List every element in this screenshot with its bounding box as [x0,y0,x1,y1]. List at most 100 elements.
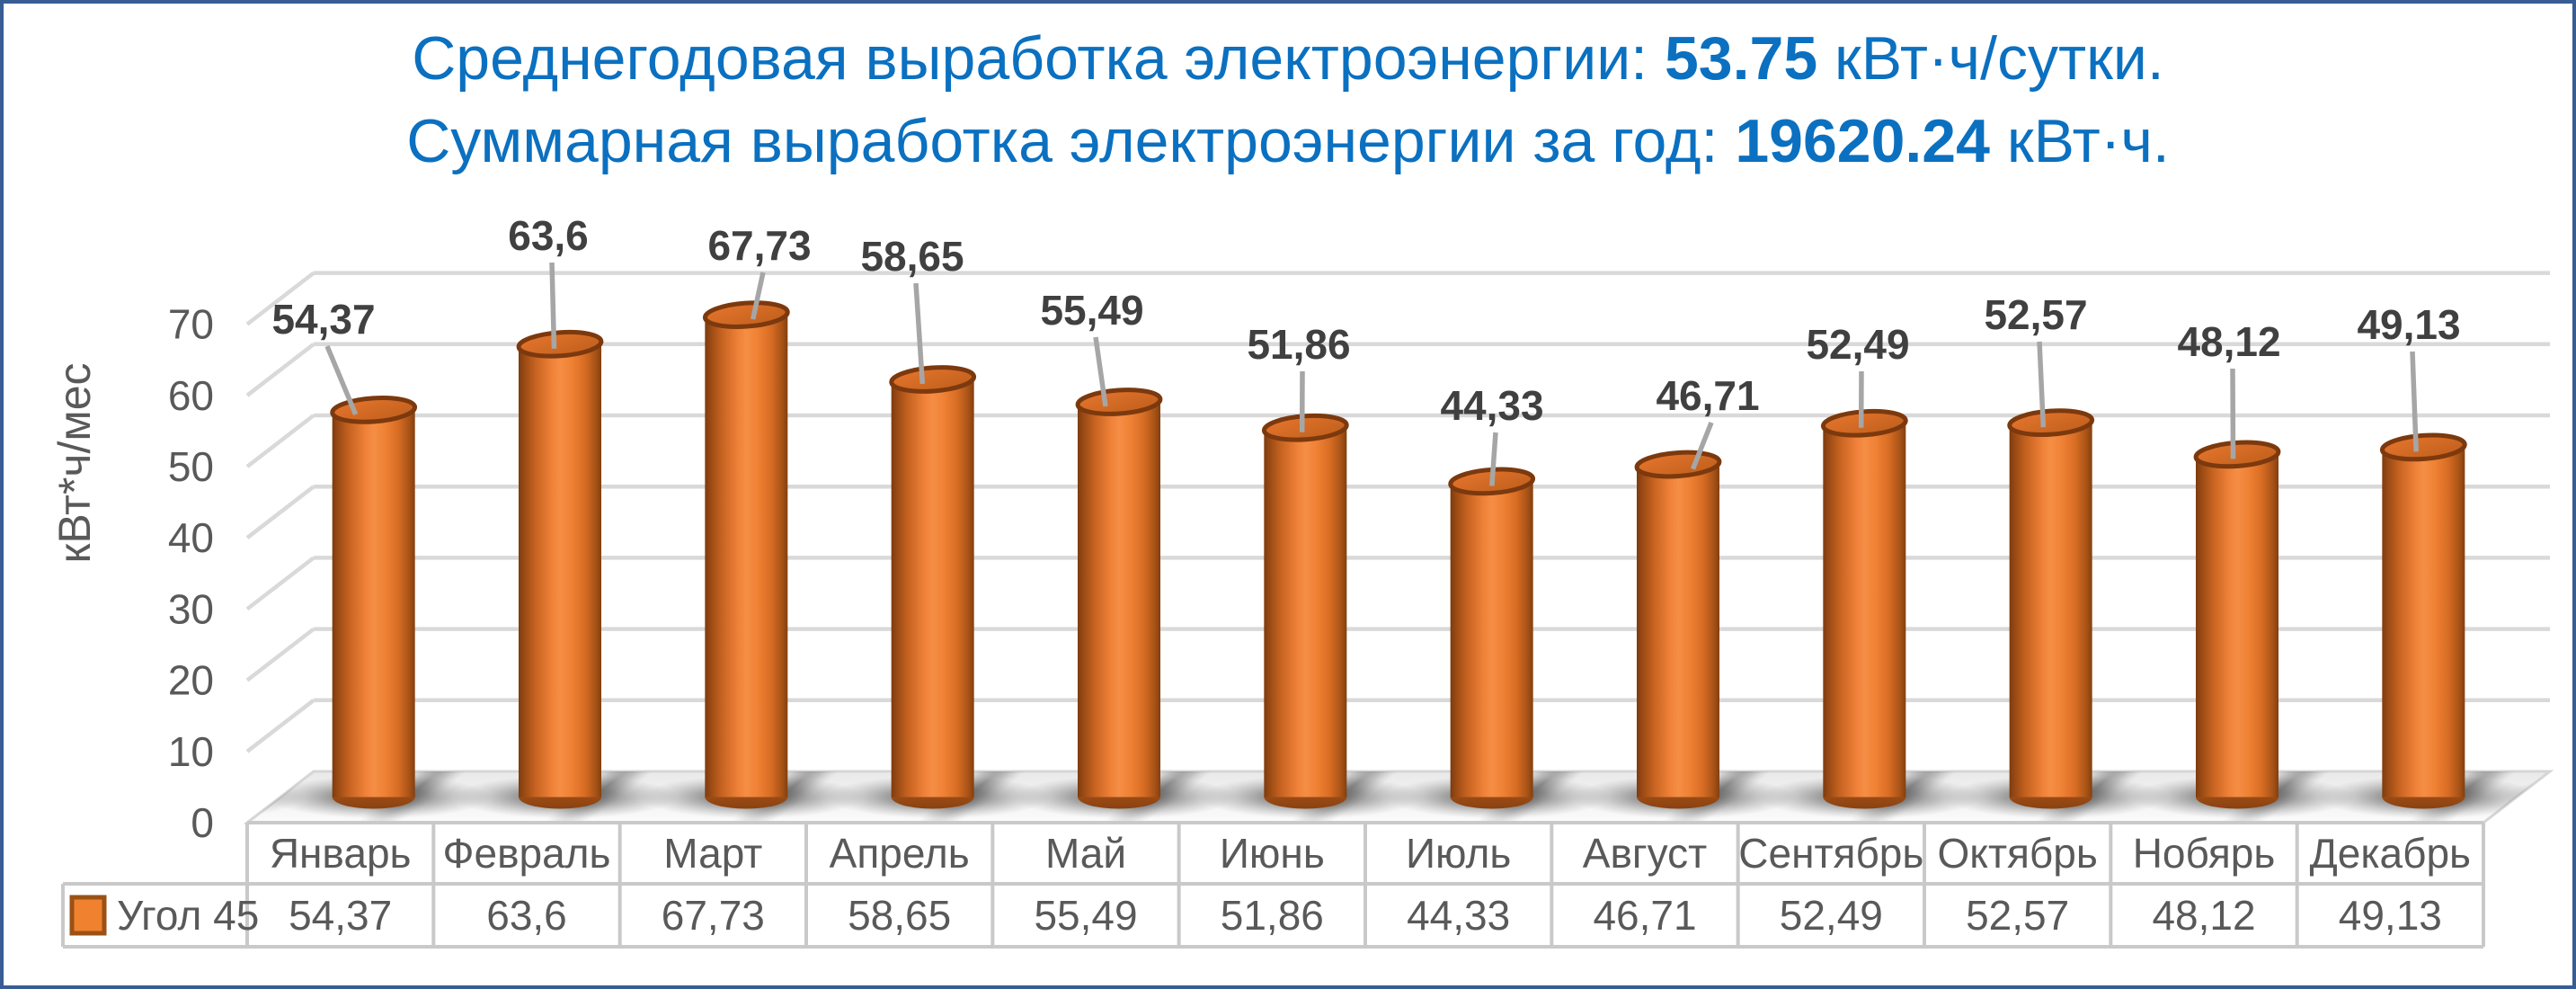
data-label: 52,49 [1806,321,1909,368]
bar-Октябрь[interactable] [2007,408,2095,809]
data-label: 63,6 [508,212,589,259]
table-month-header: Сентябрь [1738,830,1923,877]
label-leader-line [324,344,359,415]
label-leader-line [1093,336,1108,407]
label-leader-line [913,282,926,385]
bar-shadow-streak [2030,771,2170,823]
table-value-cell: 49,13 [2339,892,2442,939]
bar-shadow-streak [2217,771,2356,823]
data-label: 54,37 [271,296,375,343]
cylinder-top [889,365,977,394]
cylinder-body [891,379,974,797]
bar-shadow-streak [1285,771,1425,823]
cylinder-top [2379,432,2467,462]
bar-Январь[interactable] [330,396,418,809]
cylinder-top [1075,388,1163,416]
cylinder-body [1264,427,1347,797]
table-value-cell: 58,65 [848,892,951,939]
bar-shadow-streak [1099,771,1238,823]
table-month-header: Декабрь [2310,830,2471,877]
bar-Июнь[interactable] [1261,413,1349,809]
bar-shadow-streak [1658,771,1797,823]
cylinder-body [519,343,601,797]
cylinder-body [1823,423,1906,797]
data-label: 52,57 [1984,291,2087,338]
bar-Март[interactable] [702,300,790,809]
table-value-cell: 54,37 [289,892,392,939]
label-leader-line [549,262,557,349]
data-label: 44,33 [1440,382,1543,429]
table-month-header: Январь [270,830,412,877]
bar-Нобярь[interactable] [2193,440,2281,809]
data-label: 48,12 [2177,318,2280,365]
table-month-header: Октябрь [1938,830,2098,877]
table-value-cell: 52,57 [1966,892,2069,939]
table-month-header: Нобярь [2133,830,2276,877]
table-month-header: Апрель [830,830,970,877]
data-label: 58,65 [860,233,964,280]
bar-shadow-streak [912,771,1052,823]
chart-title-line2: Суммарная выработка электроэнергии за го… [406,107,2170,175]
y-tick-label: 60 [168,372,214,419]
bar-Июль[interactable] [1448,467,1536,809]
y-axis-title: кВт*ч/мес [49,362,100,563]
table-value-cell: 44,33 [1407,892,1510,939]
data-label: 67,73 [707,222,811,269]
table-value-cell: 48,12 [2152,892,2255,939]
y-tick-label: 50 [168,443,214,490]
table-value-cell: 51,86 [1221,892,1324,939]
bar-Август[interactable] [1634,450,1722,809]
table-month-header: Июнь [1220,830,1325,877]
data-label: 46,71 [1656,372,1759,419]
table-month-header: Май [1045,830,1126,877]
cylinder-top [2193,440,2281,469]
axis-tick-connector [245,627,315,682]
cylinder-top [2007,408,2095,438]
bar-shadow-streak [1844,771,1984,823]
bar-Апрель[interactable] [889,365,977,809]
bar-shadow-streak [1471,771,1611,823]
cylinder-body [1450,481,1533,797]
bar-shadow-streak [540,771,679,823]
bar-Февраль[interactable] [516,329,604,809]
bar-shadow-streak [726,771,866,823]
data-label: 49,13 [2357,301,2460,348]
table-value-cell: 63,6 [486,892,567,939]
legend-label: Угол 45 [117,892,259,939]
chart-title-line1: Среднегодовая выработка электроэнергии: … [412,24,2164,93]
label-leader-line [1690,421,1714,470]
data-table: Январь 54,37 Февраль 63,6 Март 67,73 Апрель 58,… [61,821,2485,949]
table-month-header: Февраль [443,830,611,877]
cylinder-body [1637,464,1719,797]
table-month-header: Март [663,830,762,877]
bar-Май[interactable] [1075,388,1163,809]
cylinder-top [702,300,790,329]
cylinder-body [705,315,788,797]
cylinder-top [516,329,604,359]
legend-swatch [69,895,107,936]
y-tick-label: 30 [168,585,214,632]
axis-tick-connector [245,699,315,753]
table-value-cell: 55,49 [1034,892,1137,939]
axis-tick-connector [245,414,315,468]
bar-shadow-streak [353,771,493,823]
cylinder-body [2196,454,2278,797]
y-tick-label: 10 [168,728,214,775]
y-tick-label: 70 [168,301,214,348]
table-month-header: Июль [1406,830,1511,877]
data-label: 51,86 [1247,321,1350,368]
table-value-cell: 67,73 [662,892,765,939]
cylinder-body [2009,423,2092,797]
bar-Декабрь[interactable] [2379,432,2467,809]
bar-Сентябрь[interactable] [1820,408,1908,809]
y-tick-label: 20 [168,657,214,704]
y-tick-label: 40 [168,514,214,561]
table-value-cell: 52,49 [1780,892,1883,939]
axis-tick-connector [245,271,315,326]
cylinder-body [1078,402,1160,797]
axis-tick-connector [245,343,315,397]
plot-area: 0 10 20 30 40 50 60 70 54,37 63,6 67,73 58,65 55,49 5… [61,212,2554,949]
bar-shadow-streak [2403,771,2543,823]
